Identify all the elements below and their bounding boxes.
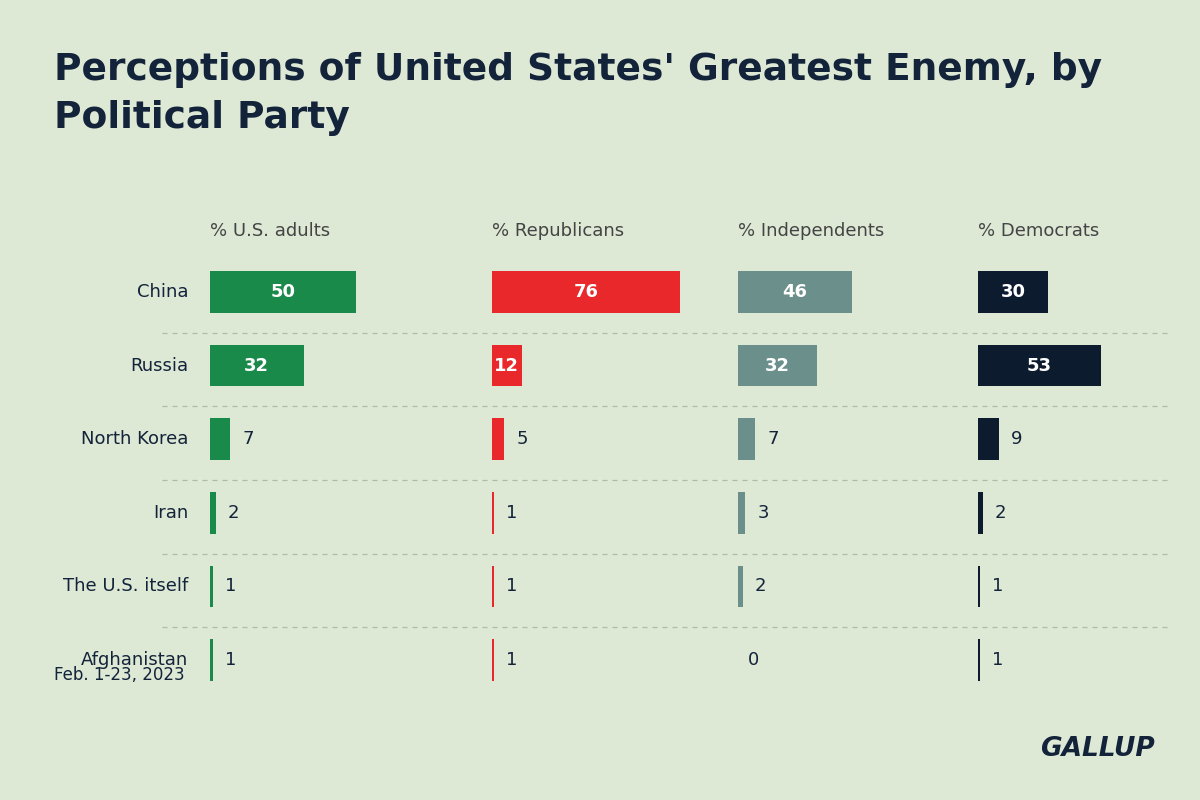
FancyBboxPatch shape: [738, 345, 817, 386]
Text: 9: 9: [1010, 430, 1022, 448]
Text: 12: 12: [494, 357, 520, 374]
Text: 7: 7: [242, 430, 254, 448]
Text: 1: 1: [506, 651, 518, 669]
FancyBboxPatch shape: [738, 492, 745, 534]
Text: 50: 50: [271, 283, 295, 301]
FancyBboxPatch shape: [978, 492, 983, 534]
FancyBboxPatch shape: [978, 418, 998, 460]
FancyBboxPatch shape: [492, 418, 504, 460]
Text: 2: 2: [755, 578, 767, 595]
Text: 30: 30: [1001, 283, 1025, 301]
Text: Iran: Iran: [154, 504, 188, 522]
Text: 1: 1: [506, 578, 518, 595]
Text: China: China: [137, 283, 188, 301]
Text: 46: 46: [782, 283, 808, 301]
FancyBboxPatch shape: [210, 418, 230, 460]
Text: 0: 0: [748, 651, 758, 669]
Text: 32: 32: [766, 357, 790, 374]
FancyBboxPatch shape: [210, 566, 212, 607]
FancyBboxPatch shape: [978, 566, 980, 607]
Text: Russia: Russia: [131, 357, 188, 374]
FancyBboxPatch shape: [210, 345, 304, 386]
Text: Afghanistan: Afghanistan: [82, 651, 188, 669]
Text: 2: 2: [228, 504, 239, 522]
FancyBboxPatch shape: [978, 271, 1048, 313]
Text: 3: 3: [757, 504, 769, 522]
Text: North Korea: North Korea: [82, 430, 188, 448]
FancyBboxPatch shape: [978, 345, 1102, 386]
FancyBboxPatch shape: [210, 492, 216, 534]
FancyBboxPatch shape: [492, 271, 680, 313]
Text: 1: 1: [224, 578, 236, 595]
Text: 5: 5: [516, 430, 528, 448]
Text: 32: 32: [245, 357, 269, 374]
FancyBboxPatch shape: [738, 418, 755, 460]
Text: 1: 1: [992, 651, 1003, 669]
FancyBboxPatch shape: [492, 492, 494, 534]
Text: GALLUP: GALLUP: [1039, 736, 1154, 762]
FancyBboxPatch shape: [492, 345, 522, 386]
Text: 76: 76: [574, 283, 599, 301]
FancyBboxPatch shape: [738, 271, 852, 313]
FancyBboxPatch shape: [978, 639, 980, 681]
Text: 1: 1: [506, 504, 518, 522]
FancyBboxPatch shape: [210, 271, 356, 313]
Text: % U.S. adults: % U.S. adults: [210, 222, 330, 240]
Text: % Independents: % Independents: [738, 222, 884, 240]
FancyBboxPatch shape: [492, 639, 494, 681]
Text: 2: 2: [995, 504, 1006, 522]
FancyBboxPatch shape: [492, 566, 494, 607]
Text: % Democrats: % Democrats: [978, 222, 1099, 240]
Text: Feb. 1-23, 2023: Feb. 1-23, 2023: [54, 666, 185, 684]
Text: Perceptions of United States' Greatest Enemy, by: Perceptions of United States' Greatest E…: [54, 52, 1102, 88]
FancyBboxPatch shape: [738, 566, 743, 607]
Text: Political Party: Political Party: [54, 100, 350, 136]
FancyBboxPatch shape: [210, 639, 212, 681]
Text: The U.S. itself: The U.S. itself: [64, 578, 188, 595]
Text: % Republicans: % Republicans: [492, 222, 624, 240]
Text: 1: 1: [992, 578, 1003, 595]
Text: 7: 7: [767, 430, 779, 448]
Text: 1: 1: [224, 651, 236, 669]
Text: 53: 53: [1027, 357, 1052, 374]
